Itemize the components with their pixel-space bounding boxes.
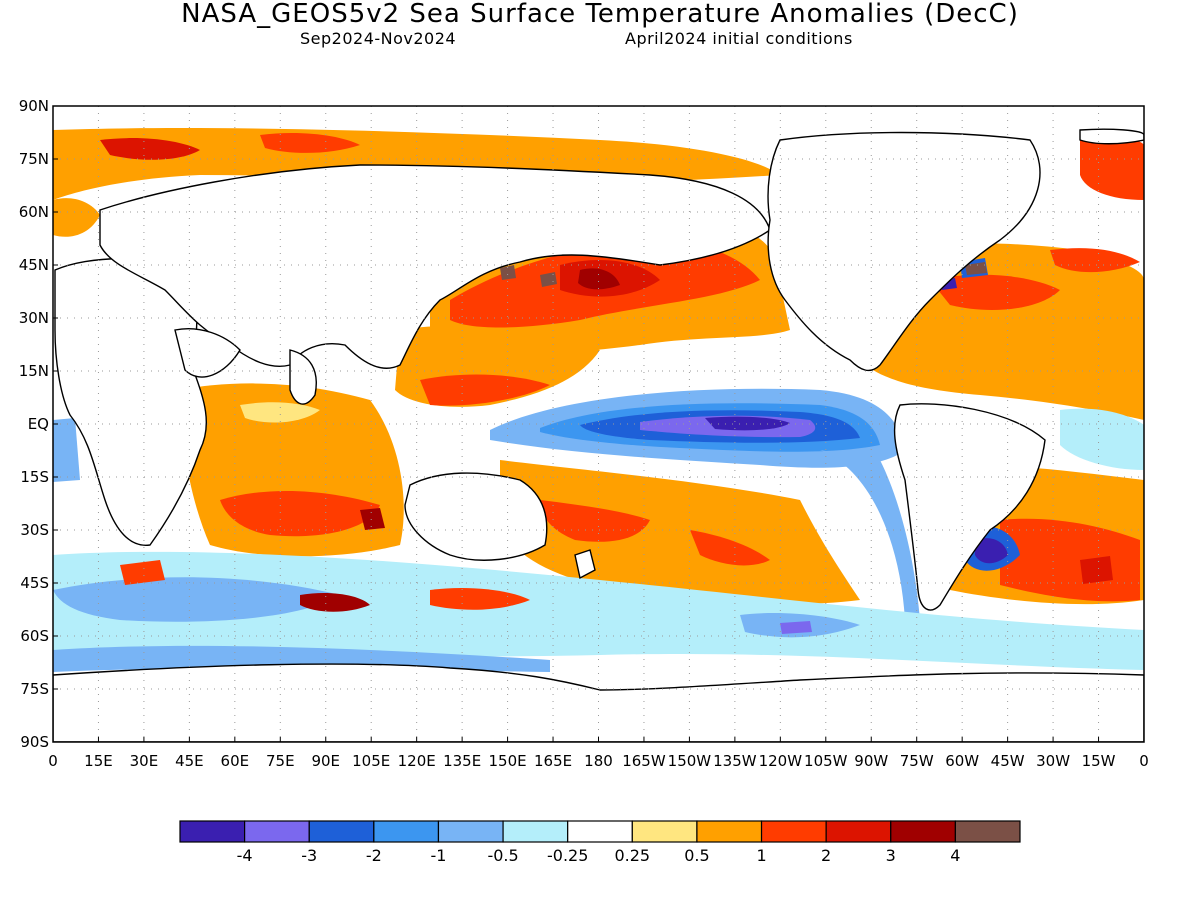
colorbar-swatch [890, 820, 956, 843]
lat-tick-label: 90S [20, 733, 49, 751]
colorbar-label: 3 [886, 846, 896, 865]
graticule [53, 106, 1144, 742]
lon-tick-label: 150E [489, 752, 527, 770]
west-pacific-warm-pool [395, 326, 600, 407]
lon-tick-label: 150W [668, 752, 712, 770]
colorbar-label: 2 [821, 846, 831, 865]
colorbar-label: 0.5 [684, 846, 709, 865]
lon-tick-label: 135W [713, 752, 757, 770]
lon-tick-label: 0 [1139, 752, 1149, 770]
colorbar-swatch [631, 820, 698, 843]
lon-tick-label: 0 [48, 752, 58, 770]
lon-tick-label: 120E [398, 752, 436, 770]
lat-tick-label: EQ [28, 415, 49, 433]
forecast-period: Sep2024-Nov2024 [300, 29, 457, 48]
lat-tick-label: 15S [20, 468, 49, 486]
colorbar-label: -0.25 [547, 846, 588, 865]
lon-tick-label: 120W [759, 752, 803, 770]
lon-tick-label: 165W [622, 752, 666, 770]
lat-tick-label: 75N [19, 150, 49, 168]
colorbar-swatch [179, 820, 246, 843]
australia [404, 472, 548, 561]
lat-tick-label: 75S [20, 680, 49, 698]
lon-tick-label: 105E [352, 752, 390, 770]
lat-tick-label: 15N [19, 362, 49, 380]
lat-tick-label: 45N [19, 256, 49, 274]
colorbar-legend: -4 -3 -2 -1 -0.5 -0.25 0.25 0.5 1 2 3 4 [179, 820, 1021, 865]
colorbar-swatch [502, 820, 569, 843]
colorbar-label: -2 [366, 846, 382, 865]
colorbar-swatch [567, 820, 633, 843]
north-america [767, 131, 1041, 372]
lat-tick-label: 45S [20, 574, 49, 592]
lon-tick-label: 45W [991, 752, 1025, 770]
latitude-axis: 90N 75N 60N 45N 30N 15N EQ 15S 30S 45S 60S 75S 90S [19, 97, 58, 751]
lon-tick-label: 135E [443, 752, 481, 770]
colorbar-swatch [244, 820, 310, 843]
lat-tick-label: 90N [19, 97, 49, 115]
colorbar-swatch [954, 820, 1021, 843]
lon-tick-label: 90W [854, 752, 888, 770]
lon-tick-label: 60E [221, 752, 250, 770]
greenland [1079, 128, 1144, 145]
lon-tick-label: 75E [266, 752, 295, 770]
lon-tick-label: 90E [311, 752, 340, 770]
lat-tick-label: 30S [20, 521, 49, 539]
colorbar-label: -0.5 [487, 846, 518, 865]
lon-tick-label: 165E [534, 752, 572, 770]
colorbar-swatch [696, 820, 763, 843]
map-title: NASA_GEOS5v2 Sea Surface Temperature Ano… [181, 0, 1019, 29]
india [289, 349, 317, 405]
colorbar-label: 0.25 [614, 846, 650, 865]
lon-tick-label: 75W [900, 752, 934, 770]
lon-tick-label: 180 [584, 752, 613, 770]
lat-tick-label: 60S [20, 627, 49, 645]
colorbar-swatch [437, 820, 504, 843]
initial-conditions: April2024 initial conditions [625, 29, 853, 48]
lat-tick-label: 30N [19, 309, 49, 327]
indian-ocean-anomaly [180, 383, 404, 557]
longitude-axis: 0 15E 30E 45E 60E 75E 90E 105E 120E 135E 150E 165E 1… [48, 737, 1149, 770]
lon-tick-label: 15W [1082, 752, 1116, 770]
colorbar-label: 1 [756, 846, 766, 865]
lon-tick-label: 105W [804, 752, 848, 770]
lon-tick-label: 60W [945, 752, 979, 770]
colorbar-swatch [760, 820, 827, 843]
la-nina-cold-tongue [490, 388, 920, 620]
colorbar-label: -3 [301, 846, 317, 865]
colorbar-label: -1 [430, 846, 446, 865]
lon-tick-label: 30E [130, 752, 159, 770]
new-zealand [574, 549, 596, 580]
lat-tick-label: 60N [19, 203, 49, 221]
colorbar-label: 4 [950, 846, 960, 865]
lon-tick-label: 30W [1036, 752, 1070, 770]
south-america [893, 403, 1046, 611]
arabia [174, 328, 241, 378]
colorbar-label: -4 [237, 846, 253, 865]
colorbar-swatch [373, 820, 440, 843]
lon-tick-label: 45E [175, 752, 204, 770]
colorbar-swatch [308, 820, 375, 843]
lon-tick-label: 15E [84, 752, 113, 770]
colorbar-swatch [825, 820, 892, 843]
